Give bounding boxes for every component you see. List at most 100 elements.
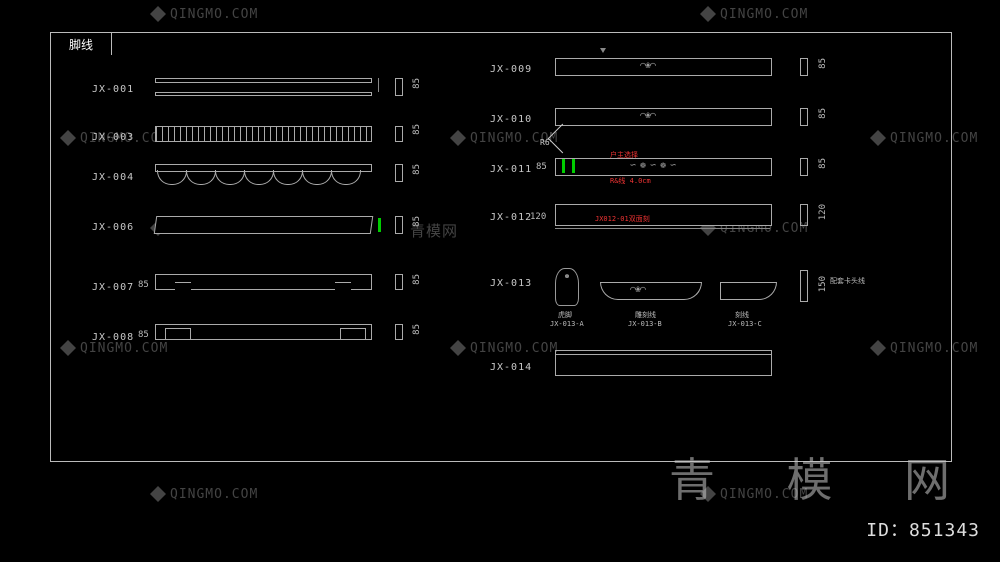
left-dim: 85	[536, 162, 547, 172]
watermark-top-right: QINGMO.COM	[700, 6, 808, 22]
sub-code: JX-013-A	[550, 320, 584, 328]
title-tab: 脚线	[50, 32, 112, 55]
sub-label: 虎脚	[558, 310, 572, 320]
dim-value: 85	[412, 164, 422, 175]
wm-domain: QINGMO.COM	[170, 7, 258, 22]
wm-domain: QINGMO.COM	[890, 131, 978, 146]
profile-jx006	[395, 216, 403, 234]
red-note: JX012-01双面刻	[595, 214, 650, 224]
profile-jx003	[395, 126, 403, 142]
moulding-jx012	[555, 204, 772, 226]
moulding-jx001-b	[155, 92, 372, 96]
profile-jx009	[800, 58, 808, 76]
moulding-jx014	[555, 354, 772, 376]
notch-r	[335, 282, 351, 291]
greek-l	[165, 328, 191, 340]
red-note: R&线 4.0cm	[610, 176, 651, 186]
watermark-large: 青 模 网	[669, 444, 980, 510]
carving-icon: ⌒❀⌒	[640, 60, 655, 71]
code-label: JX-008	[92, 332, 134, 343]
title-text: 脚线	[69, 36, 93, 53]
code-label: JX-009	[490, 64, 532, 75]
item-id: ID：851343	[866, 516, 980, 542]
dim-value: 85	[818, 58, 828, 69]
profile-jx010	[800, 108, 808, 126]
leg-jx013a	[555, 268, 579, 306]
moulding-jx014-cap	[555, 350, 772, 355]
moulding-jx013c	[720, 282, 777, 300]
dim-value: 85	[412, 274, 422, 285]
sub-label: 雕刻线	[635, 310, 656, 320]
dim-value: 85	[412, 216, 422, 227]
green-mark	[572, 159, 575, 173]
green-mark	[562, 159, 565, 173]
dim-value: 150	[818, 276, 828, 292]
dim-value: 85	[412, 324, 422, 335]
red-note: 户主选择	[610, 150, 638, 160]
left-dim: 85	[138, 280, 149, 290]
scroll-carving: ∽ ❁ ∽ ❁ ∽	[630, 160, 675, 171]
code-label: JX-006	[92, 222, 134, 233]
moulding-jx010	[555, 108, 772, 126]
wm-domain: QINGMO.COM	[170, 487, 258, 502]
watermark-mr: QINGMO.COM	[870, 130, 978, 146]
moulding-jx006	[154, 216, 374, 234]
watermark-bc: QINGMO.COM	[450, 340, 558, 356]
code-label: JX-010	[490, 114, 532, 125]
wm-logo-icon	[60, 130, 76, 146]
greek-r	[340, 328, 366, 340]
wm-domain: QINGMO.COM	[890, 341, 978, 356]
profile-jx012	[800, 204, 808, 226]
wm-domain: QINGMO.COM	[470, 341, 558, 356]
carving-icon: ⌒❀⌒	[640, 110, 655, 121]
wm-logo-icon	[450, 340, 466, 356]
dim-value: 120	[818, 204, 828, 220]
sub-label: 刻线	[735, 310, 749, 320]
profile-jx011	[800, 158, 808, 176]
left-dim: 120	[530, 212, 546, 222]
wm-logo-icon	[60, 340, 76, 356]
moulding-jx004-scallop	[158, 170, 361, 184]
wm-logo-icon	[450, 130, 466, 146]
code-label: JX-011	[490, 164, 532, 175]
watermark-br: QINGMO.COM	[870, 340, 978, 356]
arrow-icon	[600, 48, 606, 53]
code-label: JX-007	[92, 282, 134, 293]
moulding-jx009	[555, 58, 772, 76]
wm-logo-icon	[150, 486, 166, 502]
dim-tick	[378, 78, 379, 92]
dim-line	[555, 228, 770, 229]
wm-logo-icon	[870, 340, 886, 356]
carving-icon: ⌒❀⌒	[630, 284, 645, 295]
dim-value: 85	[818, 108, 828, 119]
watermark-fl: QINGMO.COM	[150, 486, 258, 502]
left-dim: 85	[138, 330, 149, 340]
code-label: JX-014	[490, 362, 532, 373]
watermark-top-left: QINGMO.COM	[150, 6, 258, 22]
code-label: JX-012	[490, 212, 532, 223]
sub-code: JX-013-C	[728, 320, 762, 328]
profile-jx001	[395, 78, 403, 96]
wm-domain: QINGMO.COM	[720, 7, 808, 22]
green-mark	[378, 218, 381, 232]
notch-l	[175, 282, 191, 291]
dim-value: 85	[412, 78, 422, 89]
moulding-jx003	[155, 126, 372, 142]
wm-logo-icon	[870, 130, 886, 146]
code-label: JX-003	[92, 132, 134, 143]
moulding-jx013b	[600, 282, 702, 300]
sub-code: JX-013-B	[628, 320, 662, 328]
moulding-jx001	[155, 78, 372, 83]
profile-jx008	[395, 324, 403, 340]
profile-jx007	[395, 274, 403, 290]
code-label: JX-004	[92, 172, 134, 183]
wm-logo-icon	[700, 6, 716, 22]
side-note: 配套卡头线	[830, 276, 865, 286]
dim-value: 85	[818, 158, 828, 169]
dim-value: 85	[412, 124, 422, 135]
code-label: JX-013	[490, 278, 532, 289]
profile-jx004	[395, 164, 403, 182]
code-label: JX-001	[92, 84, 134, 95]
wm-logo-icon	[150, 6, 166, 22]
drawing-frame	[50, 32, 952, 462]
